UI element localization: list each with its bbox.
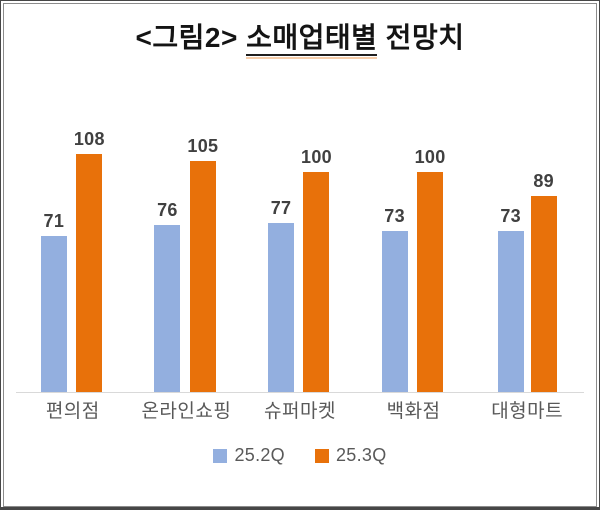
value-label: 105: [187, 136, 219, 156]
bar-group: 73 100: [357, 146, 471, 392]
bar-group: 73 89: [470, 170, 584, 392]
category-row: 편의점 온라인쇼핑 슈퍼마켓 백화점 대형마트: [16, 399, 584, 425]
bar-25.2Q: [268, 223, 295, 392]
bar-column: 100: [415, 146, 446, 392]
category-label: 백화점: [386, 401, 441, 422]
legend-swatch-25.3Q: [315, 448, 329, 463]
value-label: 73: [500, 206, 521, 226]
bar-25.3Q: [189, 161, 216, 392]
bar-group: 76 105: [130, 135, 244, 392]
value-label: 100: [301, 147, 332, 167]
legend-swatch-25.2Q: [213, 448, 228, 463]
bar-25.3Q: [530, 196, 557, 392]
category-label: 온라인쇼핑: [141, 401, 232, 422]
value-label: 89: [533, 171, 554, 191]
chart-title-underlined-word: 소매업태별: [246, 22, 378, 56]
bar-group: 71 108: [16, 128, 130, 392]
category-label: 슈퍼마켓: [264, 401, 336, 422]
value-label: 71: [43, 211, 65, 231]
bar-25.3Q: [76, 154, 103, 392]
bar-column: 108: [74, 128, 105, 392]
chart-title: <그림2> 소매업태별 전망치: [6, 18, 594, 58]
bar-25.2Q: [40, 236, 67, 392]
bar-column: 71: [40, 210, 67, 392]
value-label: 76: [157, 200, 178, 220]
chart-title-suffix: 전망치: [377, 22, 465, 53]
bar-column: 105: [187, 135, 218, 392]
bar-25.2Q: [381, 231, 408, 392]
category-label: 대형마트: [491, 401, 564, 422]
bar-25.3Q: [417, 172, 444, 392]
bar-column: 76: [154, 199, 181, 392]
bar-column: 73: [497, 205, 524, 392]
value-label: 100: [414, 147, 446, 167]
bar-25.2Q: [497, 231, 524, 392]
value-label: 77: [270, 198, 292, 218]
plot-area: 71 108 76 105 77 100 73 100 73 89: [16, 93, 584, 393]
bar-column: 77: [268, 197, 295, 392]
chart-content: <그림2> 소매업태별 전망치 71 108 76 105 77 100 73 100 73 89…: [6, 6, 594, 504]
bar-group: 77 100: [243, 146, 357, 392]
bar-column: 89: [530, 170, 557, 392]
bar-column: 73: [381, 205, 408, 392]
bar-25.3Q: [303, 172, 330, 392]
chart-title-prefix: <그림2>: [135, 22, 247, 53]
value-label: 73: [384, 206, 405, 226]
category-label: 편의점: [45, 401, 100, 422]
bar-25.2Q: [154, 225, 181, 392]
legend: 25.2Q 25.3Q: [6, 445, 594, 466]
legend-label: 25.3Q: [336, 445, 387, 465]
value-label: 108: [73, 129, 105, 149]
bar-column: 100: [301, 146, 332, 392]
legend-item: 25.3Q: [315, 445, 387, 466]
legend-label: 25.2Q: [234, 445, 285, 465]
legend-item: 25.2Q: [213, 445, 285, 466]
